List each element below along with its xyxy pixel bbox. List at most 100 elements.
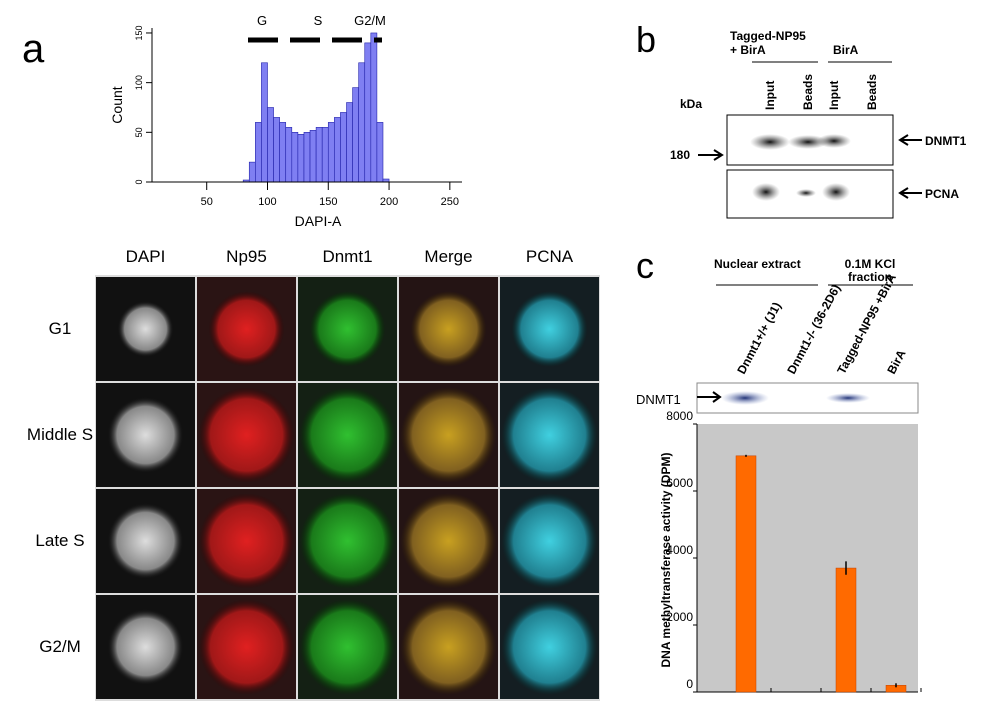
histogram-bar xyxy=(346,102,353,183)
arrow xyxy=(697,391,722,403)
histogram-bar xyxy=(267,107,274,183)
band xyxy=(826,393,870,403)
x-tick-label: 250 xyxy=(441,196,459,208)
column-header: Dnmt1 xyxy=(322,247,372,266)
panel-label: b xyxy=(636,19,656,60)
nucleus xyxy=(299,387,396,483)
histogram-bar xyxy=(321,127,329,183)
lane-label: Input xyxy=(827,81,841,110)
band xyxy=(752,183,780,201)
category-label: Dnmt1+/+ (J1) xyxy=(734,300,784,377)
annotation: S xyxy=(314,13,323,28)
y-tick-label: 2000 xyxy=(666,610,693,624)
lane-label: Input xyxy=(763,81,777,110)
category-label: BirA xyxy=(884,347,908,376)
blot-b: Tagged-NP95 + BirA BirA kDa 180 DNMT1 PC… xyxy=(670,29,967,219)
annotation: G xyxy=(257,13,267,28)
panel-label: a xyxy=(22,27,45,71)
histogram-bar xyxy=(291,132,299,183)
x-axis-label: DAPI-A xyxy=(295,213,342,229)
histogram-bar xyxy=(248,161,256,183)
lane-label: Beads xyxy=(801,74,815,110)
histogram-bar xyxy=(352,87,359,183)
histogram-bar xyxy=(297,134,305,183)
column-header: Np95 xyxy=(226,247,267,266)
arrow xyxy=(898,187,922,199)
histogram-bar xyxy=(285,127,293,183)
nucleus xyxy=(117,301,174,357)
histogram-bar xyxy=(255,122,262,183)
x-tick-label: 100 xyxy=(258,196,276,208)
histogram-bar xyxy=(340,112,347,183)
band xyxy=(796,189,816,197)
y-tick-label: 150 xyxy=(134,25,144,40)
histogram-bar xyxy=(273,117,280,183)
category-label: Dnmt1-/- (36-2D6) xyxy=(784,282,843,376)
histogram-bar xyxy=(327,122,335,183)
histogram-bar xyxy=(303,132,311,183)
y-tick-label: 8000 xyxy=(666,409,693,423)
y-tick-label: 4000 xyxy=(666,543,693,557)
y-tick-label: 0 xyxy=(134,179,144,184)
y-axis-label: Count xyxy=(109,86,125,123)
unit-label: kDa xyxy=(680,97,702,111)
y-axis-label: DNA methyltransferase activity (DPM) xyxy=(659,453,673,668)
group-label: Nuclear extract xyxy=(714,257,801,271)
histogram-bar xyxy=(279,122,287,183)
band-label: PCNA xyxy=(925,187,959,201)
nucleus xyxy=(107,503,184,579)
annotation: G2/M xyxy=(354,13,386,28)
histogram-bar xyxy=(334,117,341,183)
band xyxy=(750,134,790,150)
row-header: Middle S xyxy=(27,425,93,444)
x-tick-label: 50 xyxy=(201,196,213,208)
band xyxy=(817,134,851,148)
y-tick-label: 50 xyxy=(134,127,144,137)
x-tick-label: 150 xyxy=(319,196,337,208)
row-header: Late S xyxy=(35,531,84,550)
bar xyxy=(735,455,757,693)
nucleus xyxy=(208,291,285,367)
nucleus xyxy=(400,493,497,589)
panel-label: c xyxy=(636,245,654,286)
histogram-bar xyxy=(315,127,323,183)
group-label: Tagged-NP95 xyxy=(730,29,806,43)
nucleus xyxy=(299,599,396,695)
column-header: PCNA xyxy=(526,247,574,266)
nucleus xyxy=(198,599,295,695)
bar xyxy=(835,567,857,693)
band xyxy=(721,391,769,405)
nucleus xyxy=(107,609,184,685)
marker-label: 180 xyxy=(670,148,690,162)
nucleus xyxy=(511,291,588,367)
group-label: fraction xyxy=(848,270,892,284)
histogram-bar xyxy=(370,32,378,183)
blot-c: Nuclear extract 0.1M KCl fraction DNMT1 xyxy=(636,257,919,414)
band xyxy=(788,135,828,149)
arrow xyxy=(898,134,922,146)
nucleus xyxy=(198,387,295,483)
x-tick-label: 200 xyxy=(380,196,398,208)
nucleus xyxy=(400,387,497,483)
y-tick-label: 100 xyxy=(134,75,144,90)
band-label: DNMT1 xyxy=(636,392,681,407)
band xyxy=(822,183,850,201)
nucleus xyxy=(309,291,386,367)
nucleus xyxy=(198,493,295,589)
nucleus xyxy=(107,397,184,473)
arrow xyxy=(698,149,724,161)
nucleus xyxy=(400,599,497,695)
column-header: DAPI xyxy=(126,247,166,266)
nucleus xyxy=(410,291,487,367)
nucleus xyxy=(299,493,396,589)
row-header: G1 xyxy=(49,319,72,338)
histogram-bar xyxy=(358,62,366,183)
histogram-bar xyxy=(364,42,372,183)
group-label: BirA xyxy=(833,43,859,57)
plot-area xyxy=(697,424,918,692)
y-tick-label: 6000 xyxy=(666,476,693,490)
histogram-bar xyxy=(261,62,268,183)
nucleus xyxy=(501,599,598,695)
lane-label: Beads xyxy=(865,74,879,110)
